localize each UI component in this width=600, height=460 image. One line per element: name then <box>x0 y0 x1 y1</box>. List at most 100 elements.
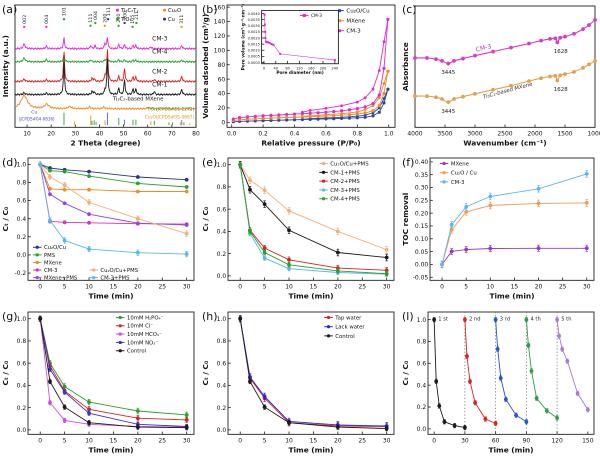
svg-text:0: 0 <box>440 284 444 291</box>
svg-text:0.0: 0.0 <box>17 427 27 434</box>
panel-d: (d) 0 5 10 15 20 25 30 -0.2 0.0 0.2 0.4 0.6 0.8 1.0 Tim… <box>0 153 200 306</box>
svg-text:15: 15 <box>310 437 318 444</box>
svg-text:80: 80 <box>192 131 200 138</box>
svg-text:3 rd: 3 rd <box>500 316 510 322</box>
svg-text:004: 004 <box>44 15 50 24</box>
svg-text:MXene: MXene <box>44 261 62 267</box>
svg-text:MXene: MXene <box>346 19 365 25</box>
svg-text:80: 80 <box>218 62 226 69</box>
svg-text:3445: 3445 <box>441 109 455 115</box>
chart-area: 10 20 30 40 50 60 70 80 2 Theta (degree) Intensit… <box>1 4 200 147</box>
svg-text:CM-1: CM-1 <box>152 81 168 88</box>
svg-text:20: 20 <box>47 131 55 138</box>
svg-text:10: 10 <box>285 437 293 444</box>
svg-text:MXene: MXene <box>451 162 470 168</box>
chart-area: 0 5 10 15 20 25 30 0.0 0.2 0.4 0.6 0.8 1.0 Time (min)… <box>201 311 395 454</box>
svg-text:25: 25 <box>358 284 366 291</box>
chart-area: 0 5 10 15 20 25 30 0.0 0.2 0.4 0.6 0.8 1.0 Time (min)… <box>201 157 395 301</box>
svg-text:0.0030: 0.0030 <box>248 24 260 28</box>
svg-text:0.8: 0.8 <box>17 180 27 187</box>
svg-text:1.0: 1.0 <box>384 131 394 138</box>
svg-text:0.25: 0.25 <box>415 198 429 205</box>
svg-text:5: 5 <box>263 437 267 444</box>
svg-text:0.4: 0.4 <box>217 229 227 236</box>
svg-text:0: 0 <box>238 284 242 291</box>
svg-text:Cₜ / C₀: Cₜ / C₀ <box>1 207 10 232</box>
panel-b-chart: (b) 0.0 0.2 0.4 0.6 0.8 1.0 0 20 40 60 80 100 120 140 1… <box>201 3 396 147</box>
svg-text:TOC removal: TOC removal <box>401 193 410 246</box>
svg-text:15: 15 <box>511 284 519 291</box>
svg-text:10mM H₂PO₄⁻: 10mM H₂PO₄⁻ <box>127 315 164 321</box>
panel-l: (l) 0 30 60 90 120 150 0.0 0.2 0.4 0.6 0.8 1.0 Time (… <box>400 307 600 460</box>
svg-text:25: 25 <box>158 437 166 444</box>
svg-text:15: 15 <box>310 284 318 291</box>
svg-text:60: 60 <box>218 76 226 83</box>
svg-text:0.6: 0.6 <box>321 131 331 138</box>
svg-text:2500: 2500 <box>497 131 512 138</box>
svg-text:0.8: 0.8 <box>417 338 427 345</box>
svg-text:0.15: 0.15 <box>415 223 429 230</box>
svg-text:Tap water: Tap water <box>334 315 362 321</box>
svg-text:30: 30 <box>72 131 80 138</box>
svg-text:80: 80 <box>285 67 289 71</box>
svg-text:1.0: 1.0 <box>217 162 227 169</box>
svg-text:0.2: 0.2 <box>17 404 27 411</box>
legend: Tap water Lack water Control <box>324 315 365 339</box>
svg-text:20: 20 <box>334 437 342 444</box>
svg-text:0.0: 0.0 <box>227 131 237 138</box>
panel-a-chart: (a) 10 20 30 40 50 60 70 80 2 Theta (degree) Inten… <box>1 3 200 147</box>
svg-text:90: 90 <box>523 437 531 444</box>
legend: MXene Cu₂O / Cu CM-3 <box>439 162 477 186</box>
svg-text:5: 5 <box>464 284 468 291</box>
svg-text:0.6: 0.6 <box>17 198 27 205</box>
svg-text:0.40: 0.40 <box>415 159 429 166</box>
svg-text:160: 160 <box>308 67 315 71</box>
svg-text:Ti₃C₂-based MXene: Ti₃C₂-based MXene <box>112 97 164 103</box>
svg-text:0.0: 0.0 <box>217 427 227 434</box>
panel-e: (e) 0 5 10 15 20 25 30 0.0 0.2 0.4 0.6 0.8 1.0 Time (m… <box>200 153 400 306</box>
legend: 10mM H₂PO₄⁻ 10mM Cl⁻ 10mM HCO₃⁻ 10mM NO₃⁻ Co… <box>115 315 164 354</box>
svg-text:0.30: 0.30 <box>415 185 429 192</box>
svg-text:004: 004 <box>93 11 99 20</box>
svg-text:40: 40 <box>274 67 278 71</box>
svg-text:0.0020: 0.0020 <box>248 36 260 40</box>
svg-text:CM-3: CM-3 <box>44 268 58 274</box>
svg-text:30: 30 <box>383 284 391 291</box>
svg-text:Intensity (a.u.): Intensity (a.u.) <box>1 35 10 97</box>
panel-label: (f) <box>402 156 414 169</box>
svg-text:20: 20 <box>134 284 142 291</box>
svg-text:20: 20 <box>218 105 226 112</box>
svg-text:0.0: 0.0 <box>17 252 27 259</box>
svg-text:200: 200 <box>102 14 108 23</box>
svg-text:5: 5 <box>63 437 67 444</box>
svg-text:Time (min): Time (min) <box>489 292 534 301</box>
panel-label: (l) <box>402 310 414 323</box>
panel-label: (d) <box>2 156 18 169</box>
panel-l-chart: (l) 0 30 60 90 120 150 0.0 0.2 0.4 0.6 0.8 1.0 Time (… <box>401 310 595 454</box>
svg-text:1500: 1500 <box>557 131 572 138</box>
svg-text:10mM NO₃⁻: 10mM NO₃⁻ <box>127 340 158 346</box>
svg-text:40: 40 <box>218 91 226 98</box>
svg-text:0.8: 0.8 <box>353 131 363 138</box>
svg-text:Cu: Cu <box>168 17 175 23</box>
svg-text:0.4: 0.4 <box>17 216 27 223</box>
svg-text:CM-2+PMS: CM-2+PMS <box>330 179 360 185</box>
svg-text:Relative pressure (P/P₀): Relative pressure (P/P₀) <box>261 138 360 147</box>
svg-text:CM-3: CM-3 <box>311 13 322 19</box>
svg-text:Cₜ / C₀: Cₜ / C₀ <box>201 360 210 385</box>
svg-text:MXene+PMS: MXene+PMS <box>44 276 78 282</box>
svg-text:240: 240 <box>332 67 339 71</box>
panel-h-chart: (h) 0 5 10 15 20 25 30 0.0 0.2 0.4 0.6 0.8 1.0 Time (m… <box>201 310 395 454</box>
svg-text:Control: Control <box>335 333 354 339</box>
chart-area: 0 5 10 15 20 25 30 -0.2 0.0 0.2 0.4 0.6 0.8 1.0 Time (… <box>1 157 195 301</box>
svg-text:CM-3+PMS: CM-3+PMS <box>100 276 130 282</box>
svg-text:0.8: 0.8 <box>217 338 227 345</box>
svg-text:1 st: 1 st <box>438 316 448 322</box>
svg-text:Time (min): Time (min) <box>88 292 133 301</box>
svg-text:Time (min): Time (min) <box>288 292 333 301</box>
svg-text:0.05: 0.05 <box>415 249 429 256</box>
svg-text:Pore diameter (nm): Pore diameter (nm) <box>276 70 323 76</box>
svg-text:0.4: 0.4 <box>17 382 27 389</box>
svg-text:0.0025: 0.0025 <box>248 30 260 34</box>
